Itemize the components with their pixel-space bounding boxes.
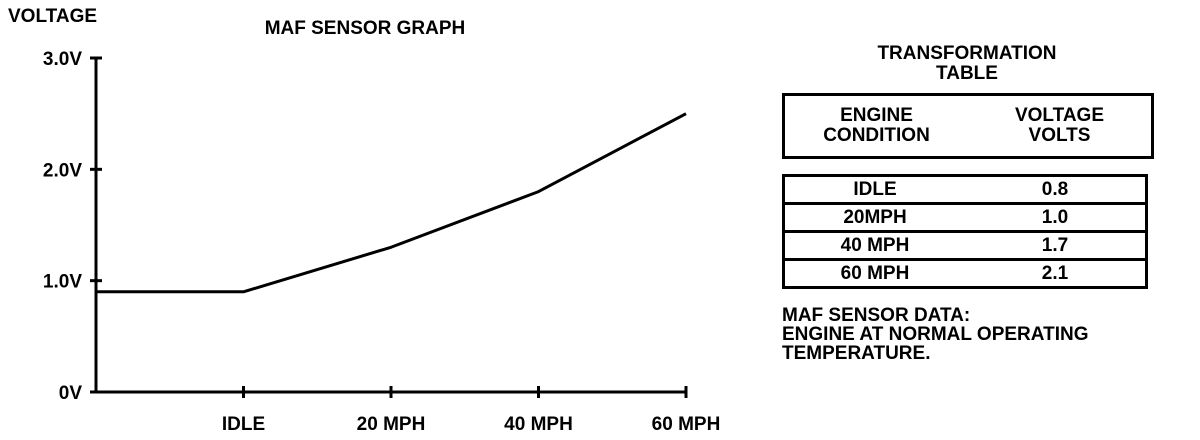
axes [94,58,686,394]
y-tick-label: 2.0V [43,160,82,181]
table-title-line1: TRANSFORMATION [877,43,1057,64]
header-col1-line1: ENGINE [840,105,913,126]
table-row: 60 MPH 2.1 [782,258,1148,289]
table-row: IDLE 0.8 [782,174,1148,205]
header-col1-line2: CONDITION [823,125,930,146]
row-voltage: 1.7 [1041,235,1069,256]
row-condition: 20MPH [843,207,907,228]
y-tick-label: 1.0V [43,272,82,293]
row-voltage: 2.1 [1041,263,1069,284]
x-tick-label: 60 MPH [652,414,721,435]
x-ticks: IDLE 20 MPH 40 MPH 60 MPH [222,386,720,435]
header-engine-condition: ENGINE CONDITION [785,96,968,156]
y-ticks: 0V 1.0V 2.0V 3.0V [43,49,102,404]
x-tick-label: 40 MPH [504,414,573,435]
note-line2: ENGINE AT NORMAL OPERATING [782,324,1089,345]
sensor-note: MAF SENSOR DATA: ENGINE AT NORMAL OPERAT… [782,306,1182,363]
series-line [96,112,687,294]
note-line1: MAF SENSOR DATA: [782,305,971,326]
header-col2-line2: VOLTS [1028,125,1091,146]
row-voltage: 1.0 [1041,207,1069,228]
note-line3: TEMPERATURE. [782,343,931,364]
header-col2-line1: VOLTAGE [1014,105,1105,126]
table-title: TRANSFORMATION TABLE [782,44,1152,84]
table-header: ENGINE CONDITION VOLTAGE VOLTS [782,93,1154,159]
table-row: 40 MPH 1.7 [782,230,1148,261]
chart-title: MAF SENSOR GRAPH [265,18,466,39]
table-body: IDLE 0.8 20MPH 1.0 40 MPH 1.7 60 MPH 2.1 [782,174,1148,289]
header-voltage-volts: VOLTAGE VOLTS [968,96,1151,156]
table-row: 20MPH 1.0 [782,202,1148,233]
x-tick-label: IDLE [222,414,265,435]
y-axis-label: VOLTAGE [8,6,97,27]
table-title-line2: TABLE [936,63,998,84]
x-tick-label: 20 MPH [357,414,426,435]
row-condition: 40 MPH [840,235,910,256]
y-tick-label: 3.0V [43,49,82,70]
row-condition: 60 MPH [840,263,910,284]
row-condition: IDLE [853,179,897,200]
series-group [96,112,687,294]
maf-sensor-chart: MAF SENSOR GRAPH VOLTAGE 0V1.0V2.0V3.0V … [8,6,720,435]
row-voltage: 0.8 [1041,179,1069,200]
y-tick-label: 0V [59,383,83,404]
